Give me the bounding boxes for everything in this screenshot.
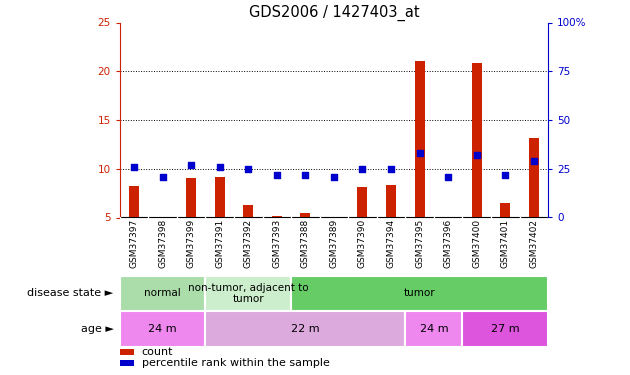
Title: GDS2006 / 1427403_at: GDS2006 / 1427403_at [249,5,419,21]
Point [329,174,339,180]
Bar [405,311,462,347]
Bar [291,276,548,311]
Text: GSM37389: GSM37389 [329,219,338,268]
Bar [158,216,168,217]
Point [186,162,196,168]
Point [472,152,482,158]
Point [129,164,139,170]
Point [272,172,282,178]
Bar [462,311,548,347]
Bar [443,216,453,217]
Bar [415,62,425,217]
Bar [301,213,311,217]
Text: GSM37396: GSM37396 [444,219,452,268]
Point [158,174,168,180]
Point [415,150,425,156]
Text: age ►: age ► [81,324,113,334]
Text: percentile rank within the sample: percentile rank within the sample [142,358,329,368]
Text: GSM37392: GSM37392 [244,219,253,268]
Bar [205,311,405,347]
Text: 24 m: 24 m [420,324,448,334]
Bar [186,178,196,218]
Text: GSM37391: GSM37391 [215,219,224,268]
Bar [472,63,482,217]
Text: GSM37388: GSM37388 [301,219,310,268]
Point [500,172,510,178]
Point [386,166,396,172]
Bar [329,216,339,217]
Text: 27 m: 27 m [491,324,520,334]
Point [215,164,225,170]
Bar [357,187,367,218]
Text: GSM37399: GSM37399 [186,219,195,268]
Bar [243,205,253,218]
Bar [205,276,291,311]
Bar [272,216,282,217]
Text: 22 m: 22 m [291,324,319,334]
Text: GSM37400: GSM37400 [472,219,481,268]
Point [357,166,367,172]
Text: GSM37395: GSM37395 [415,219,424,268]
Bar [120,349,134,355]
Text: normal: normal [144,288,181,298]
Text: GSM37397: GSM37397 [130,219,139,268]
Text: GSM37394: GSM37394 [387,219,396,268]
Text: count: count [142,347,173,357]
Bar [386,185,396,218]
Text: GSM37390: GSM37390 [358,219,367,268]
Bar [500,203,510,217]
Text: GSM37393: GSM37393 [272,219,281,268]
Bar [120,311,205,347]
Bar [529,138,539,218]
Text: GSM37402: GSM37402 [529,219,538,268]
Text: tumor: tumor [404,288,435,298]
Point [443,174,453,180]
Bar [120,276,205,311]
Bar [215,177,225,218]
Text: non-tumor, adjacent to
tumor: non-tumor, adjacent to tumor [188,283,309,304]
Text: 24 m: 24 m [148,324,177,334]
Point [301,172,311,178]
Point [243,166,253,172]
Point [529,158,539,164]
Text: GSM37401: GSM37401 [501,219,510,268]
Text: disease state ►: disease state ► [27,288,113,298]
Bar [129,186,139,218]
Bar [120,360,134,366]
Text: GSM37398: GSM37398 [158,219,167,268]
